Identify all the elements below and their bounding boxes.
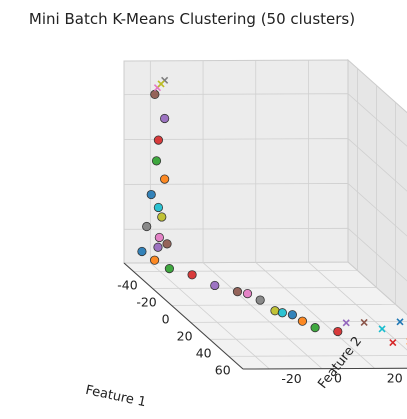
scatter-point bbox=[138, 247, 146, 255]
scatter-point bbox=[151, 90, 159, 98]
x-tick-label: 60 bbox=[215, 362, 231, 377]
chart-title: Mini Batch K-Means Clustering (50 cluste… bbox=[29, 10, 355, 28]
scatter-point bbox=[154, 136, 162, 144]
x-tick-label: 20 bbox=[177, 328, 193, 343]
x-tick-label: 40 bbox=[196, 345, 212, 360]
scatter-point bbox=[211, 281, 219, 289]
scatter-point bbox=[147, 190, 155, 198]
x-tick-label: -20 bbox=[136, 294, 156, 309]
scatter-point bbox=[288, 311, 296, 319]
scatter-point bbox=[142, 222, 150, 230]
scatter-point bbox=[152, 157, 160, 165]
x-tick-label: -40 bbox=[117, 277, 137, 292]
y-tick-label: -20 bbox=[281, 371, 301, 386]
scatter-point bbox=[150, 256, 158, 264]
scatter-point bbox=[163, 240, 171, 248]
scatter-point bbox=[311, 323, 319, 331]
scatter-point bbox=[256, 296, 264, 304]
scatter-point bbox=[334, 327, 342, 335]
scatter-point bbox=[154, 203, 162, 211]
scatter-point bbox=[160, 114, 168, 122]
scatter-point bbox=[278, 309, 286, 317]
scatter-point bbox=[233, 287, 241, 295]
scatter-point bbox=[154, 243, 162, 251]
scatter-point bbox=[298, 317, 306, 325]
scatter-point bbox=[188, 271, 196, 279]
scatter-point bbox=[155, 233, 163, 241]
scatter-point bbox=[160, 175, 168, 183]
x-axis-label: Feature 1 bbox=[84, 383, 147, 410]
scatter-point bbox=[243, 289, 251, 297]
scatter-point bbox=[165, 264, 173, 272]
x-tick-label: 0 bbox=[162, 311, 170, 326]
y-tick-label: 20 bbox=[387, 370, 403, 385]
scatter-point bbox=[158, 213, 166, 221]
